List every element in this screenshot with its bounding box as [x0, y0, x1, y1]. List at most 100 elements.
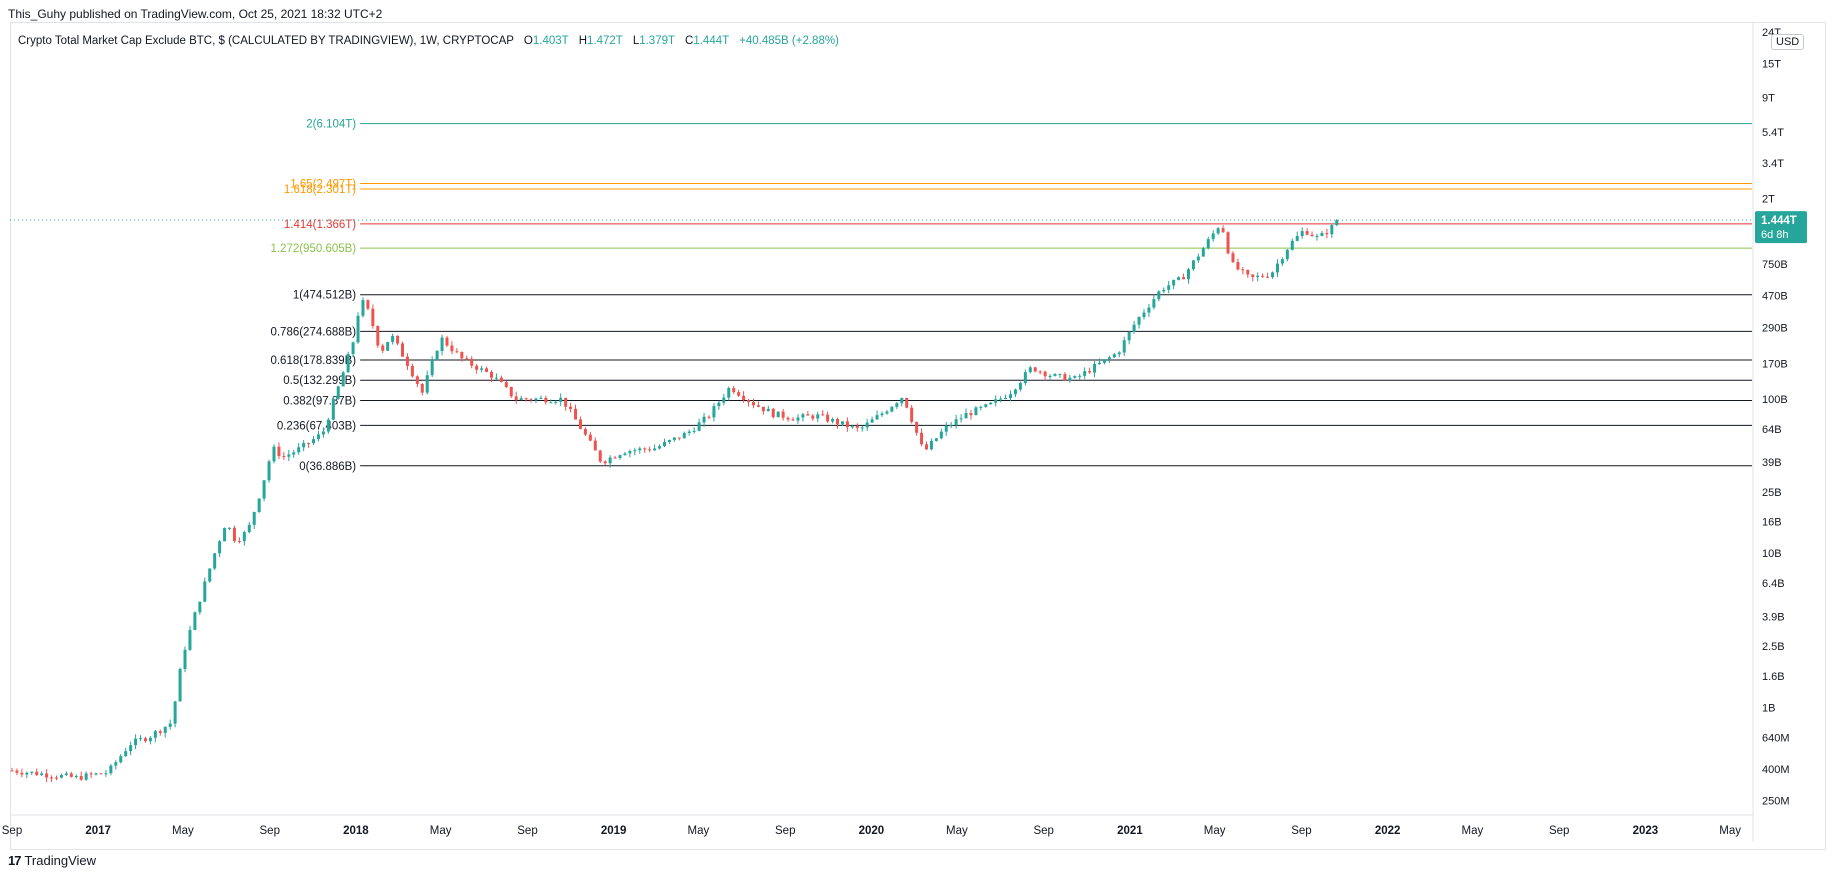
candle-body: [633, 450, 637, 452]
y-tick-label: 1.6B: [1762, 671, 1785, 683]
candle-body: [1305, 231, 1309, 235]
y-tick-label: 15T: [1762, 58, 1781, 70]
candle-body: [371, 308, 375, 327]
x-tick-label: Sep: [1549, 825, 1569, 837]
y-tick-label: 10B: [1762, 548, 1782, 560]
candle-body: [1295, 235, 1299, 241]
candle-body: [139, 738, 143, 740]
x-tick-label: 2017: [85, 825, 111, 837]
candle-body: [677, 437, 681, 439]
candle-body: [514, 396, 518, 401]
candle-body: [1018, 383, 1022, 390]
candle-body: [460, 352, 464, 359]
candle-body: [826, 414, 830, 422]
y-tick-label: 2T: [1762, 193, 1775, 205]
footer-brand[interactable]: 17 TradingView: [8, 853, 96, 868]
candle-body: [979, 406, 983, 408]
x-tick-label: 2023: [1633, 825, 1659, 837]
symbol-legend: Crypto Total Market Cap Exclude BTC, $ (…: [18, 35, 839, 47]
candle-body: [1177, 277, 1181, 280]
candle-body: [450, 345, 454, 352]
candle-body: [623, 453, 627, 456]
candle-body: [440, 337, 444, 351]
candle-body: [524, 398, 528, 400]
candle-body: [608, 457, 612, 464]
x-tick-label: Sep: [517, 825, 537, 837]
candle-body: [588, 434, 592, 441]
candle-body: [999, 398, 1003, 400]
candle-body: [712, 406, 716, 418]
candle-body: [366, 300, 370, 309]
candle-body: [944, 425, 948, 432]
candle-body: [697, 422, 701, 431]
currency-button[interactable]: USD: [1771, 34, 1805, 50]
y-tick-label: 290B: [1762, 323, 1788, 335]
candle-body: [836, 419, 840, 425]
candle-body: [534, 398, 538, 401]
candle-body: [307, 442, 311, 444]
candle-body: [1290, 240, 1294, 250]
candle-body: [435, 350, 439, 361]
candle-body: [45, 773, 49, 778]
candle-body: [1182, 277, 1186, 280]
candle-body: [954, 419, 958, 426]
candle-body: [84, 773, 88, 780]
candle-body: [168, 723, 172, 727]
candle-body: [1315, 235, 1319, 237]
candle-body: [1241, 269, 1245, 271]
candle-body: [425, 375, 429, 393]
candle-body: [1013, 389, 1017, 395]
candle-body: [1310, 234, 1314, 237]
candle-body: [855, 425, 859, 428]
candle-body: [494, 377, 498, 379]
candle-body: [900, 397, 904, 404]
candle-body: [1102, 359, 1106, 363]
candle-body: [1068, 377, 1072, 381]
candle-body: [964, 413, 968, 419]
y-tick-label: 5.4T: [1762, 127, 1784, 139]
candle-body: [312, 439, 316, 444]
change-value: +40.485B (+2.88%): [739, 35, 839, 47]
candle-body: [1107, 357, 1111, 360]
candle-body: [54, 777, 58, 779]
candle-body: [554, 401, 558, 403]
candle-body: [707, 416, 711, 418]
candle-body: [791, 419, 795, 421]
candle-body: [213, 553, 217, 569]
candle-body: [134, 738, 138, 746]
candle-body: [287, 454, 291, 457]
x-tick-label: Sep: [1033, 825, 1053, 837]
low-value: 1.379T: [639, 35, 675, 47]
candle-body: [104, 773, 108, 775]
candle-body: [850, 425, 854, 428]
candle-body: [682, 433, 686, 439]
candle-body: [732, 388, 736, 393]
candle-body: [796, 417, 800, 421]
candle-body: [1137, 317, 1141, 325]
candle-body: [648, 449, 652, 451]
candle-body: [15, 770, 19, 773]
candle-body: [316, 434, 320, 440]
x-tick-label: May: [1204, 825, 1226, 837]
brand-name: TradingView: [24, 853, 97, 868]
high-value: 1.472T: [587, 35, 623, 47]
candle-body: [252, 511, 256, 525]
candle-body: [934, 438, 938, 441]
candle-body: [742, 395, 746, 401]
candle-body: [1266, 276, 1270, 278]
candle-body: [786, 417, 790, 420]
candle-body: [806, 414, 810, 416]
low-label: L: [632, 35, 640, 47]
candle-body: [603, 461, 607, 464]
candle-body: [920, 432, 924, 445]
candle-body: [845, 421, 849, 428]
x-tick-label: Sep: [775, 825, 795, 837]
candle-body: [331, 398, 335, 420]
y-tick-label: 400M: [1762, 764, 1790, 776]
candle-body: [1285, 249, 1289, 260]
fib-level-label: 0.236(67.403B): [277, 420, 356, 432]
candle-body: [643, 448, 647, 450]
candle-body: [569, 406, 573, 409]
candle-body: [549, 402, 553, 404]
